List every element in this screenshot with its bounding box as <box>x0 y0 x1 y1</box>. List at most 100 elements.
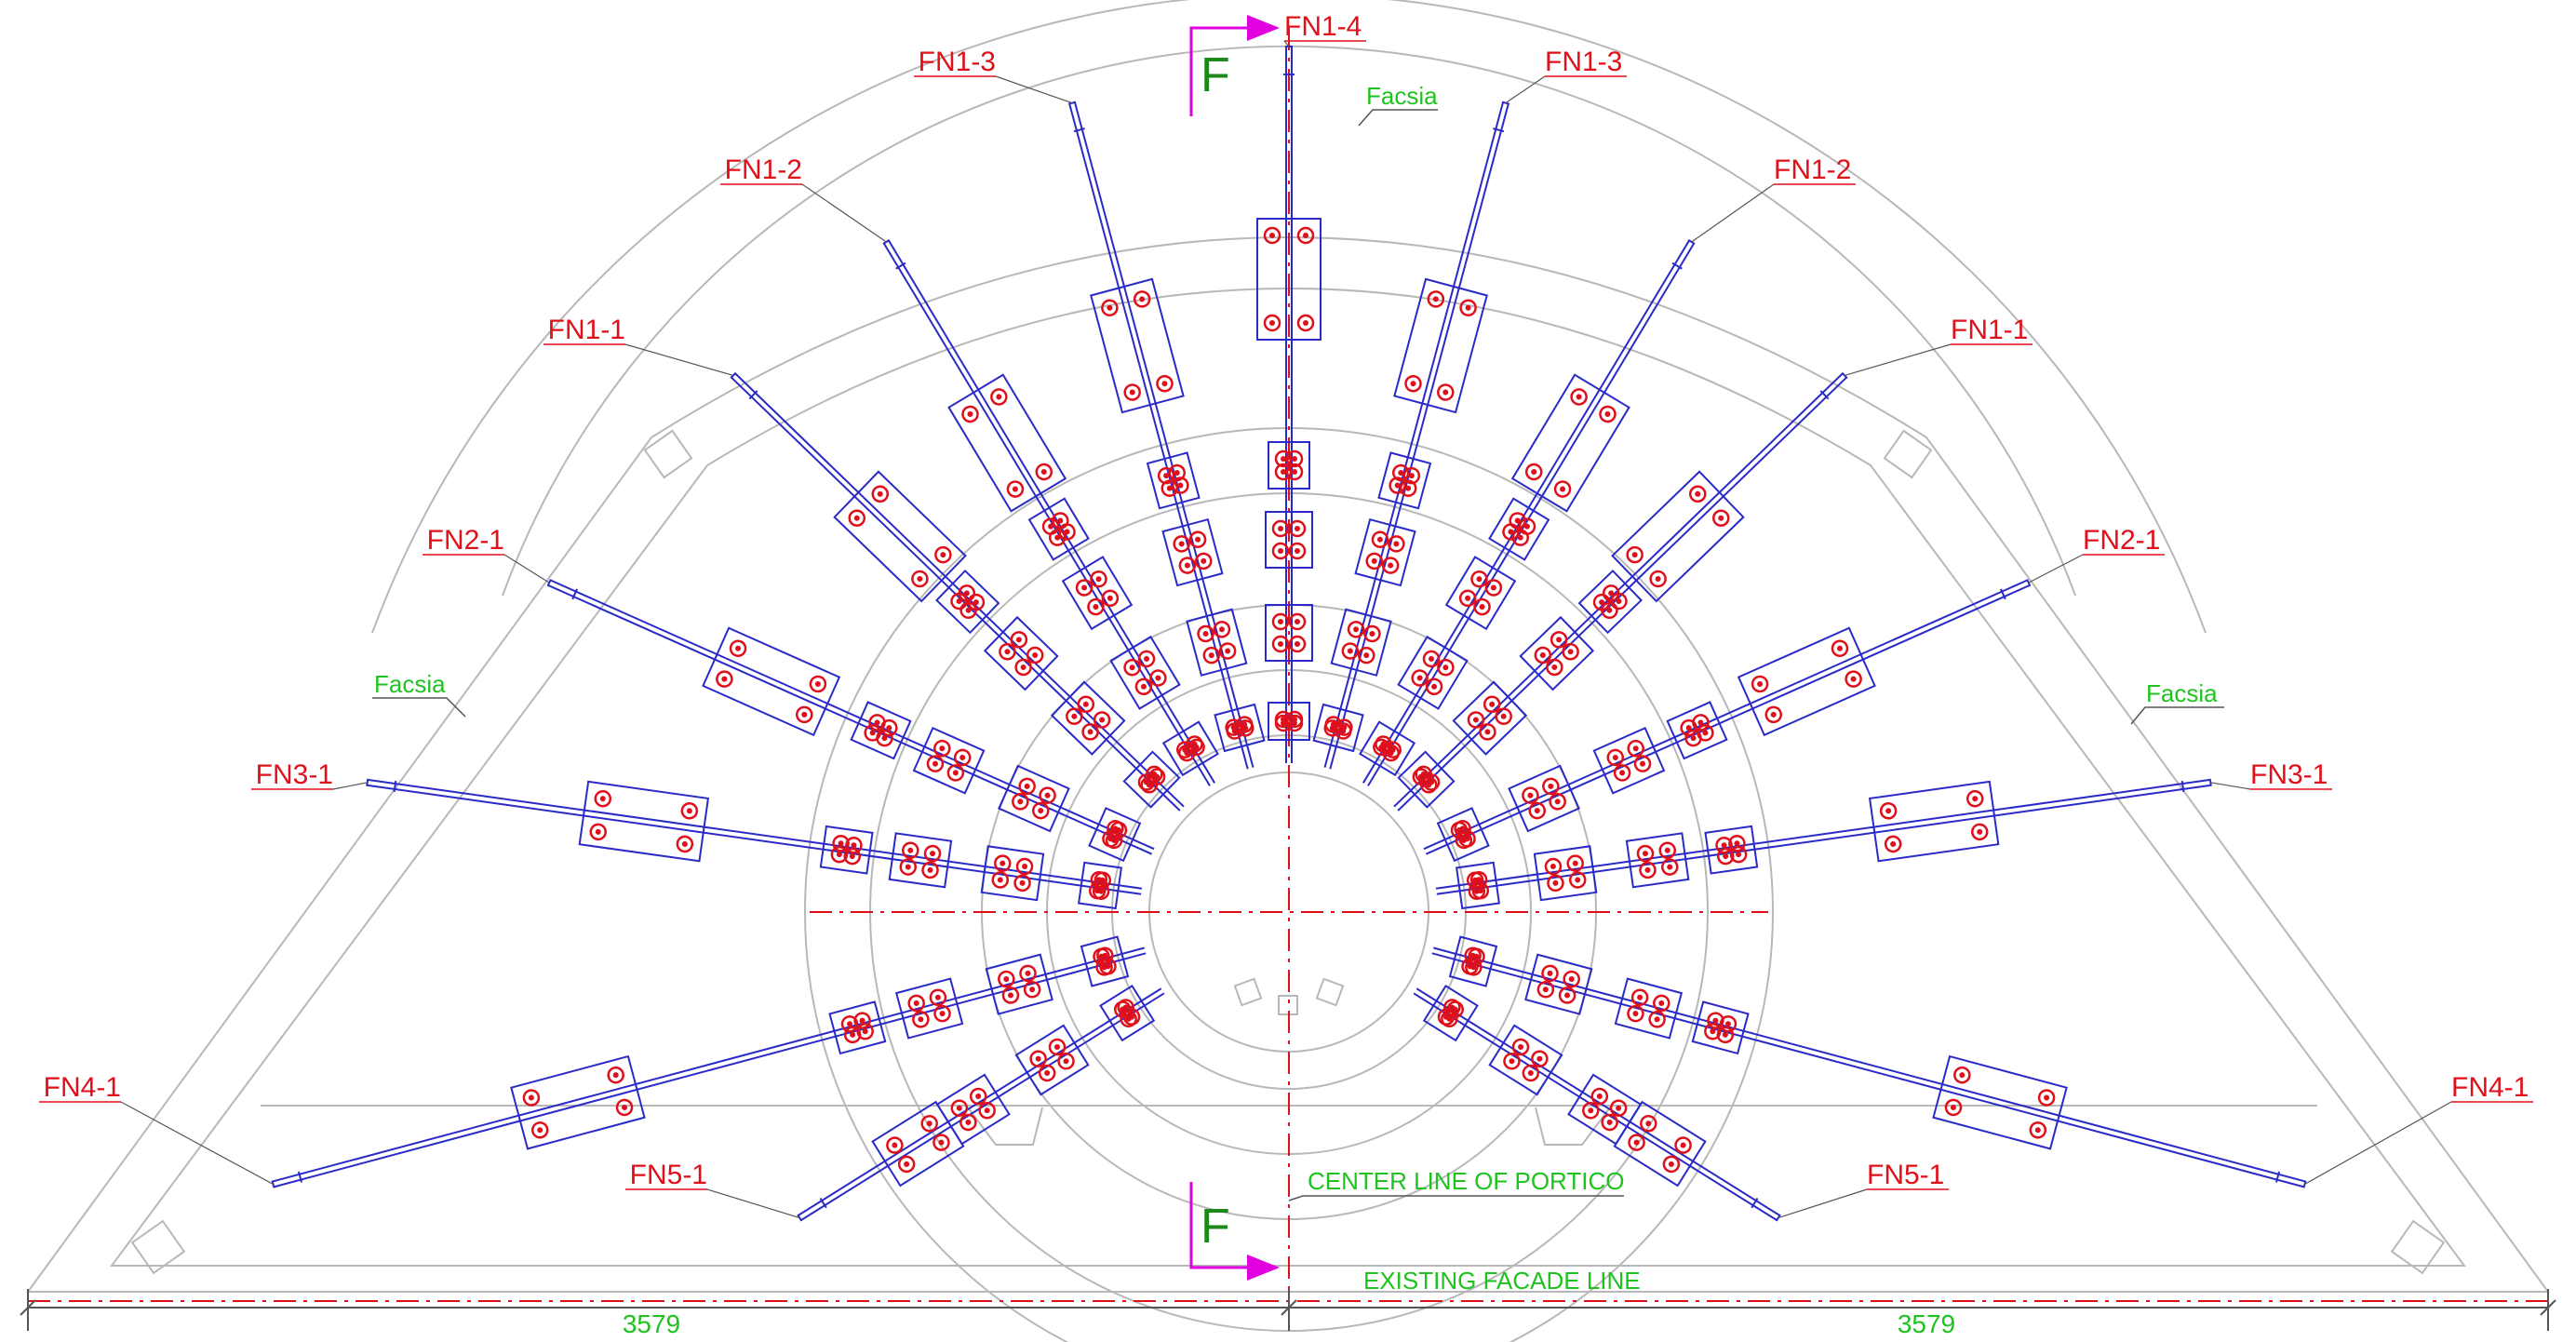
splice-plate <box>510 1054 646 1150</box>
bolt-icon <box>1053 1043 1060 1050</box>
bolt-icon <box>1528 801 1547 820</box>
splice-plate <box>1488 497 1550 561</box>
steel-member <box>730 371 1185 812</box>
bolt-icon <box>1296 314 1315 332</box>
bolt-icon <box>801 711 808 718</box>
bolt-icon <box>1129 664 1135 671</box>
bolt-icon <box>881 735 888 742</box>
bolt-icon <box>1469 870 1488 889</box>
splice-plate <box>1613 1100 1707 1188</box>
bolt-icon <box>1608 590 1615 597</box>
steel-member <box>1312 101 1510 770</box>
bolt-icon <box>1375 735 1392 753</box>
bolt-icon <box>1044 1069 1051 1076</box>
steel-member <box>1431 935 2307 1188</box>
bolt-icon <box>880 718 898 737</box>
bolt-icon <box>1970 823 1989 841</box>
bolt-icon <box>1029 986 1036 993</box>
splice-plate <box>1577 569 1643 635</box>
bolt-icon <box>1454 820 1471 838</box>
member-label-fn2-1: FN2-1 <box>2083 525 2160 556</box>
bolt-icon <box>1575 877 1581 883</box>
bolt-icon <box>1202 630 1209 637</box>
bolt-icon <box>939 1011 946 1017</box>
bolt-icon <box>1054 534 1061 541</box>
bolt-icon <box>1472 717 1479 723</box>
bolt-icon <box>926 1121 932 1127</box>
bolt-icon <box>1437 383 1455 401</box>
bolt-icon <box>1191 741 1198 747</box>
member-label-fn4-1: FN4-1 <box>2451 1072 2529 1103</box>
bolt-icon <box>934 545 952 564</box>
bolt-icon <box>832 835 850 852</box>
facsia-top-label: Facsia <box>1366 82 1438 110</box>
bolt-icon <box>1394 482 1401 489</box>
splice-plate <box>1519 615 1595 691</box>
bolt-icon <box>849 853 855 860</box>
bolt-icon <box>2037 1089 2056 1107</box>
bolt-icon <box>990 388 1008 406</box>
member-label-fn1-2: FN1-2 <box>725 154 802 185</box>
bolt-icon <box>892 1142 898 1148</box>
bolt-icon <box>1570 388 1588 406</box>
bolt-icon <box>1077 695 1095 714</box>
bolt-icon <box>1632 745 1639 752</box>
bolt-icon <box>877 490 883 497</box>
bolt-icon <box>595 828 601 835</box>
bolt-icon <box>1186 735 1203 753</box>
bolt-icon <box>1143 779 1149 785</box>
bolt-icon <box>897 1155 916 1174</box>
bolt-icon <box>973 599 979 606</box>
bolt-icon <box>1610 592 1628 611</box>
bolt-icon <box>963 590 970 597</box>
bolt-icon <box>1295 619 1300 624</box>
section-letter-bottom: F <box>1201 1200 1230 1254</box>
bolt-icon <box>1157 466 1175 485</box>
bolt-icon <box>1161 479 1179 497</box>
bolt-icon <box>537 1127 543 1134</box>
bolt-icon <box>917 576 923 583</box>
bolt-icon <box>1014 658 1032 677</box>
bolt-icon <box>1471 881 1490 900</box>
bolt-icon <box>851 842 857 849</box>
steel-member <box>882 239 1219 786</box>
bolt-icon <box>1422 773 1441 791</box>
bolt-icon <box>926 755 945 772</box>
bolt-icon <box>1012 486 1018 492</box>
bolt-icon <box>1295 548 1300 554</box>
bolt-icon <box>1330 721 1336 728</box>
bolt-icon <box>796 705 813 724</box>
bolt-icon <box>1422 650 1441 668</box>
bolt-icon <box>1470 570 1488 588</box>
bolt-icon <box>984 1107 990 1114</box>
bolt-icon <box>1508 529 1514 535</box>
splice-plate <box>1268 702 1310 741</box>
bolt-icon <box>1174 470 1180 476</box>
bolt-icon <box>1075 579 1093 597</box>
bolt-icon <box>1032 651 1039 658</box>
bolt-icon <box>999 643 1016 661</box>
bolt-icon <box>1155 675 1161 681</box>
bolt-icon <box>1178 541 1185 547</box>
bolt-icon <box>1269 233 1275 238</box>
centerline-label: CENTER LINE OF PORTICO <box>1308 1167 1624 1195</box>
bolt-icon <box>1218 642 1237 660</box>
bolt-icon <box>1518 517 1536 535</box>
dimension-right: 3579 <box>1898 1309 1955 1338</box>
bolt-icon <box>1188 530 1207 548</box>
centerline-note: CENTER LINE OF PORTICO <box>1288 1167 1624 1201</box>
bolt-icon <box>1101 589 1120 608</box>
bolt-icon <box>843 847 862 866</box>
bolt-icon <box>1550 864 1556 870</box>
bolt-icon <box>1633 1139 1640 1146</box>
bolt-icon <box>1458 830 1476 848</box>
bolt-icon <box>1627 739 1644 758</box>
splice-plate <box>1088 807 1142 863</box>
splice-plate <box>1090 277 1185 414</box>
bolt-icon <box>1619 770 1626 776</box>
bolt-icon <box>1674 1136 1692 1154</box>
bolt-icon <box>1509 1058 1515 1065</box>
bolt-icon <box>913 1000 919 1006</box>
splice-plate <box>1737 626 1876 737</box>
bolt-icon <box>1692 714 1710 731</box>
